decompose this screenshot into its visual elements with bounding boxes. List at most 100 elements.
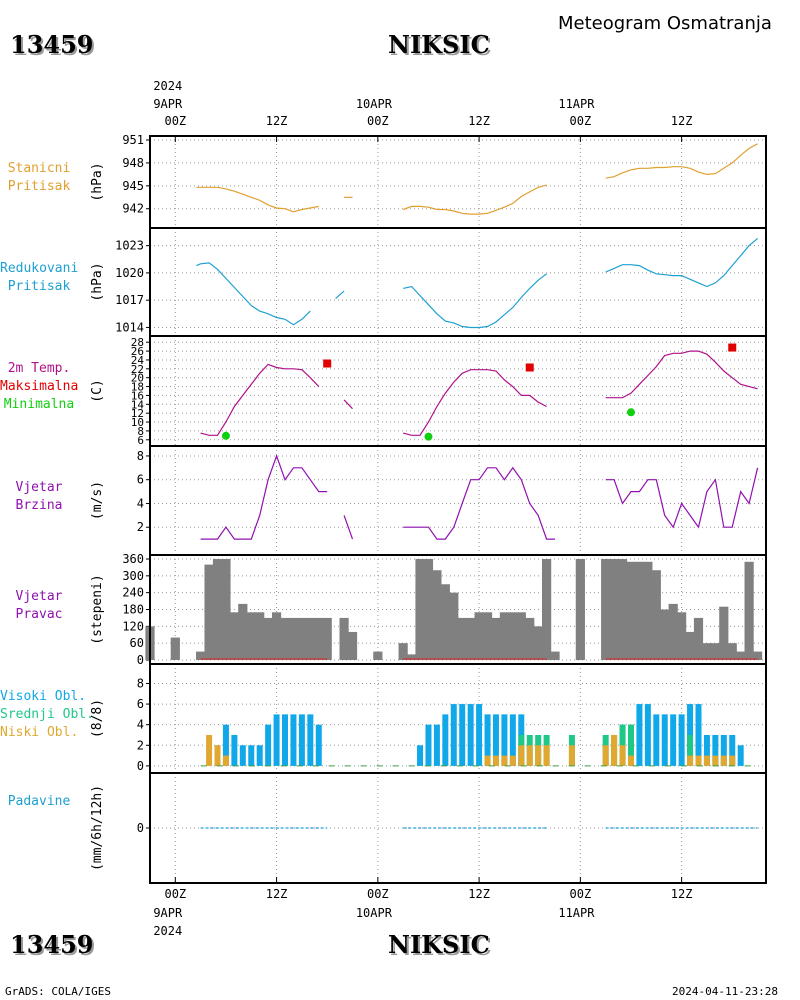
y-tick-label: 2 (137, 738, 144, 752)
panel-label: Visoki Obl. (0, 688, 87, 704)
tmin-marker (626, 408, 635, 417)
panel-wind_speed: 2 4 6 8 (m/s) (90, 445, 767, 556)
panel-label: Padavine (7, 794, 71, 809)
cloud-bar (653, 714, 660, 766)
series-line (196, 262, 311, 326)
series-line (403, 369, 547, 436)
series-line (343, 515, 354, 540)
direction-bar (305, 617, 315, 660)
direction-bar (626, 561, 636, 660)
direction-bar (685, 631, 695, 660)
cloud-bar (417, 745, 424, 766)
top-tick-label: 12Z (265, 114, 288, 128)
bottom-tick-label: 12Z (670, 887, 693, 901)
y-tick-label: 6 (137, 697, 144, 711)
top-tick-label: 00Z (366, 114, 389, 128)
series-line (605, 350, 758, 399)
cloud-bar (307, 714, 314, 766)
y-tick-label: 2 (137, 520, 144, 534)
tmax-marker (525, 363, 534, 372)
y-tick-label: 951 (122, 133, 144, 147)
direction-bar (170, 637, 180, 660)
panel-unit: (mm/6h/12h) (90, 785, 105, 871)
cloud-bar (492, 755, 499, 766)
direction-bar (482, 612, 493, 660)
cloud-bar (602, 745, 609, 766)
cloud-bar (627, 724, 634, 766)
series-line (403, 466, 555, 540)
series-line (605, 467, 759, 529)
cloud-bar (467, 704, 474, 766)
series-line (403, 273, 547, 329)
y-tick-label: 180 (122, 603, 144, 617)
cloud-bar (239, 745, 246, 766)
direction-bar (347, 631, 358, 660)
direction-bar (474, 612, 484, 660)
panel-label: Minimalna (3, 397, 75, 412)
cloud-bar (501, 755, 508, 766)
top-tick-label: 12Z (468, 114, 490, 128)
top-tick-label: 00Z (569, 114, 592, 128)
cloud-bar (459, 704, 466, 766)
cloud-bar (290, 714, 297, 766)
y-tick-label: 360 (122, 552, 144, 566)
series-line (196, 186, 319, 213)
direction-bar (406, 654, 417, 660)
cloud-bar (712, 755, 719, 766)
panel-frame (149, 227, 767, 337)
cloud-bar (695, 755, 702, 766)
direction-bar (457, 617, 467, 660)
direction-bar (221, 559, 231, 660)
bottom-tick-label: 12Z (468, 887, 490, 901)
cloud-bar (687, 704, 694, 766)
bottom-year-label: 2024 (153, 924, 183, 938)
panel-label: Brzina (15, 497, 63, 513)
direction-bar (643, 561, 653, 660)
cloud-bar (298, 714, 305, 766)
direction-bar (415, 559, 425, 660)
tmin-marker (221, 431, 230, 440)
cloud-bar (476, 704, 483, 766)
y-tick-label: 12 (131, 407, 144, 420)
direction-bar (339, 617, 349, 660)
y-tick-label: 6 (137, 473, 144, 487)
cloud-bar (619, 745, 626, 766)
y-tick-label: 1023 (115, 239, 144, 253)
series-line (343, 399, 353, 410)
direction-bar (466, 617, 476, 660)
y-tick-label: 8 (137, 425, 144, 438)
y-tick-label: 22 (131, 363, 144, 376)
y-tick-label: 18 (131, 381, 144, 394)
cloud-bar (450, 704, 457, 766)
cloud-bar (720, 755, 727, 766)
panel-frame (149, 135, 767, 229)
direction-bar (499, 612, 510, 660)
bottom-tick-label: 00Z (164, 887, 187, 901)
direction-bar (491, 617, 501, 660)
panel-label: Srednji Obl. (0, 706, 94, 722)
panel-label: Redukovani (0, 261, 79, 276)
cloud-bar (433, 724, 440, 766)
direction-bar (263, 617, 273, 660)
cloud-bar (214, 745, 221, 766)
station-id-top: 13459 (10, 30, 94, 59)
cloud-bar (678, 714, 685, 766)
panel-frame (149, 772, 767, 884)
top-year-label: 2024 (153, 79, 183, 93)
direction-bar (744, 561, 754, 660)
cloud-bar (687, 734, 694, 766)
panel-label: Vjetar (15, 588, 63, 604)
direction-bar (542, 559, 552, 660)
cloud-bar (484, 755, 491, 766)
y-tick-label: 24 (131, 354, 145, 367)
station-name-bottom: NIKSIC (388, 930, 490, 959)
cloud-bar (720, 734, 727, 766)
direction-bar (516, 612, 526, 660)
series-line (335, 290, 345, 299)
direction-bar (693, 617, 704, 660)
cloud-bar (729, 734, 736, 766)
y-tick-label: 20 (131, 372, 144, 385)
direction-bar (736, 651, 746, 660)
y-tick-label: 942 (122, 202, 144, 216)
y-tick-label: 1014 (115, 320, 144, 334)
